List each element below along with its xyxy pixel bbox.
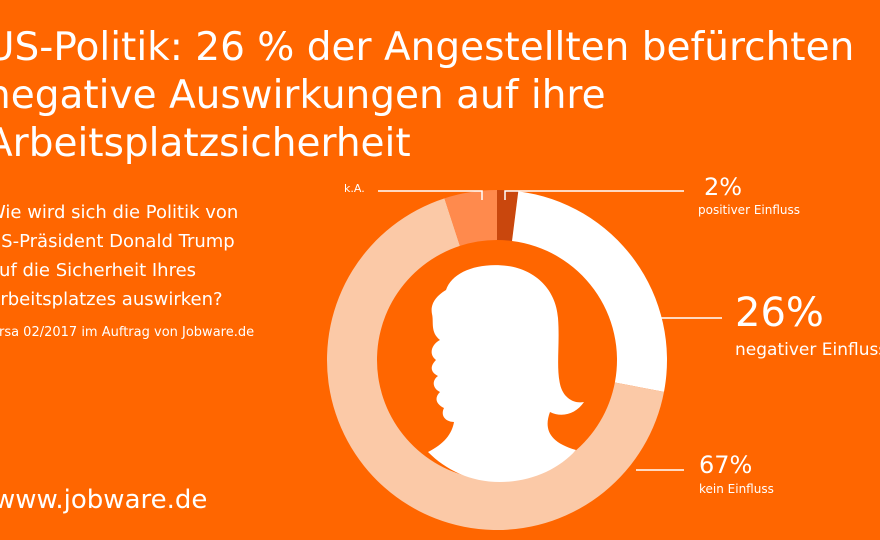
title-line-3: Arbeitsplatzsicherheit bbox=[0, 121, 411, 166]
question-line-1: Wie wird sich die Politik von bbox=[0, 202, 239, 223]
leader-line-na bbox=[378, 190, 483, 200]
label-neutral: kein Einfluss bbox=[699, 482, 774, 496]
label-positive-value: 2% bbox=[704, 173, 743, 201]
slice-positive bbox=[497, 190, 519, 241]
question-line-4: Arbeitsplatzes auswirken? bbox=[0, 289, 223, 310]
label-neutral-value: 67% bbox=[699, 451, 753, 479]
survey-question: Wie wird sich die Politik von US-Präside… bbox=[0, 198, 238, 314]
question-line-2: US-Präsident Donald Trump bbox=[0, 231, 235, 252]
slice-na bbox=[444, 190, 497, 246]
leader-line-positive bbox=[504, 190, 684, 200]
source-note: Forsa 02/2017 im Auftrag von Jobware.de bbox=[0, 325, 255, 340]
label-positive: positiver Einfluss bbox=[698, 203, 801, 217]
question-line-3: auf die Sicherheit Ihres bbox=[0, 260, 197, 281]
slice-negative bbox=[512, 191, 668, 392]
label-na: k.A. bbox=[344, 182, 365, 195]
trump-silhouette-icon bbox=[428, 265, 584, 482]
page-title: US-Politik: 26 % der Angestellten befürc… bbox=[0, 24, 866, 168]
title-line-2: negative Auswirkungen auf ihre bbox=[0, 73, 606, 118]
label-negative-value: 26% bbox=[735, 290, 824, 336]
title-line-1: US-Politik: 26 % der Angestellten befürc… bbox=[0, 25, 855, 70]
label-negative: negativer Einfluss bbox=[735, 340, 880, 360]
slice-neutral bbox=[327, 198, 664, 531]
website-link[interactable]: www.jobware.de bbox=[0, 485, 208, 515]
